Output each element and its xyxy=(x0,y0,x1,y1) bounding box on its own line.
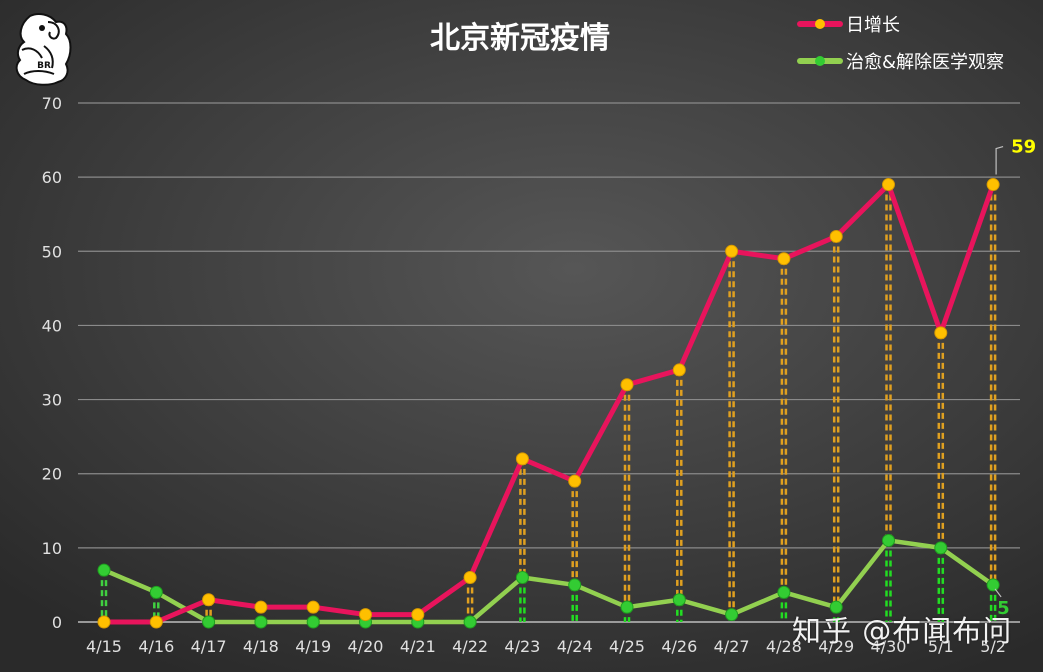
y-tick-label: 50 xyxy=(42,242,62,261)
data-point-1 xyxy=(97,563,111,577)
data-point-0 xyxy=(515,452,529,466)
legend-marker-recovered xyxy=(815,56,825,66)
grid-lines xyxy=(78,102,1020,623)
series-line-1 xyxy=(101,538,996,625)
data-label-leader xyxy=(995,145,1004,175)
data-point-1 xyxy=(202,615,216,629)
x-tick-label: 4/24 xyxy=(557,637,593,656)
data-point-1 xyxy=(829,600,843,614)
x-tick-label: 4/26 xyxy=(661,637,697,656)
x-tick-label: 5/1 xyxy=(928,637,954,656)
data-point-0 xyxy=(149,615,163,629)
x-tick-label: 4/22 xyxy=(452,637,488,656)
y-tick-label: 30 xyxy=(42,391,62,410)
x-tick-label: 4/30 xyxy=(871,637,907,656)
y-tick-label: 10 xyxy=(42,539,62,558)
data-point-0 xyxy=(882,178,895,192)
y-tick-labels: 0 10 20 30 40 50 60 70 xyxy=(42,94,62,632)
legend-entry-daily: 日增长 xyxy=(797,15,900,36)
legend-marker-daily xyxy=(815,19,825,29)
data-labels: 59 5 xyxy=(994,137,1036,619)
x-tick-label: 4/16 xyxy=(138,637,174,656)
y-tick-label: 0 xyxy=(52,613,62,632)
x-tick-label: 4/23 xyxy=(504,637,540,656)
data-point-0 xyxy=(202,593,216,607)
data-label-leader xyxy=(994,588,1002,598)
data-point-0 xyxy=(254,600,268,614)
data-point-0 xyxy=(306,600,320,614)
data-point-0 xyxy=(672,363,686,377)
data-point-0 xyxy=(777,252,791,266)
chart-title: 北京新冠疫情 xyxy=(430,21,610,56)
data-markers xyxy=(97,178,1000,629)
x-tick-label: 4/29 xyxy=(818,637,854,656)
data-point-1 xyxy=(882,533,895,547)
data-point-0 xyxy=(411,608,425,622)
data-point-1 xyxy=(620,600,634,614)
data-point-0 xyxy=(463,571,477,585)
x-tick-label: 4/25 xyxy=(609,637,645,656)
data-point-1 xyxy=(672,593,686,607)
logo-text: BR xyxy=(37,61,51,71)
x-tick-label: 4/20 xyxy=(348,637,384,656)
data-point-1 xyxy=(934,541,948,555)
y-tick-label: 60 xyxy=(42,168,62,187)
data-point-0 xyxy=(934,326,948,340)
data-label: 59 xyxy=(1011,137,1036,158)
x-tick-label: 4/27 xyxy=(714,637,750,656)
x-tick-label: 4/17 xyxy=(191,637,227,656)
data-point-0 xyxy=(620,378,634,392)
x-tick-label: 4/21 xyxy=(400,637,436,656)
x-tick-label: 4/28 xyxy=(766,637,802,656)
x-tick-label: 4/15 xyxy=(86,637,122,656)
data-point-0 xyxy=(986,178,1000,192)
data-point-1 xyxy=(463,615,477,629)
y-tick-label: 20 xyxy=(42,465,62,484)
data-label: 5 xyxy=(997,598,1010,619)
data-point-1 xyxy=(254,615,268,629)
x-tick-label: 5/2 xyxy=(980,637,1006,656)
data-point-1 xyxy=(725,608,739,622)
x-tick-label: 4/18 xyxy=(243,637,279,656)
x-tick-label: 4/19 xyxy=(295,637,331,656)
data-point-1 xyxy=(149,585,163,599)
legend-entry-recovered: 治愈&解除医学观察 xyxy=(797,52,1004,73)
y-tick-label: 70 xyxy=(42,94,62,113)
parrot-logo: BR xyxy=(15,13,72,86)
data-point-1 xyxy=(777,585,791,599)
data-point-1 xyxy=(306,615,320,629)
x-tick-labels: 4/15 4/16 4/17 4/18 4/19 4/20 4/21 4/22 4/23 4/24… xyxy=(86,637,1006,656)
series-lines xyxy=(101,182,996,625)
data-point-0 xyxy=(97,615,111,629)
data-point-1 xyxy=(568,578,582,592)
data-point-1 xyxy=(515,571,529,585)
y-tick-label: 40 xyxy=(42,316,62,335)
data-point-1 xyxy=(986,578,1000,592)
legend-label-recovered: 治愈&解除医学观察 xyxy=(846,52,1004,73)
series-line-0 xyxy=(101,182,996,625)
watermark: 知乎 @布闻布问 xyxy=(792,614,1013,648)
legend: 日增长 治愈&解除医学观察 xyxy=(797,15,1004,73)
data-point-0 xyxy=(829,229,843,243)
legend-label-daily: 日增长 xyxy=(846,15,900,36)
data-point-0 xyxy=(359,608,372,622)
data-point-0 xyxy=(568,474,582,488)
data-point-0 xyxy=(725,244,739,258)
drop-lines xyxy=(100,184,997,622)
